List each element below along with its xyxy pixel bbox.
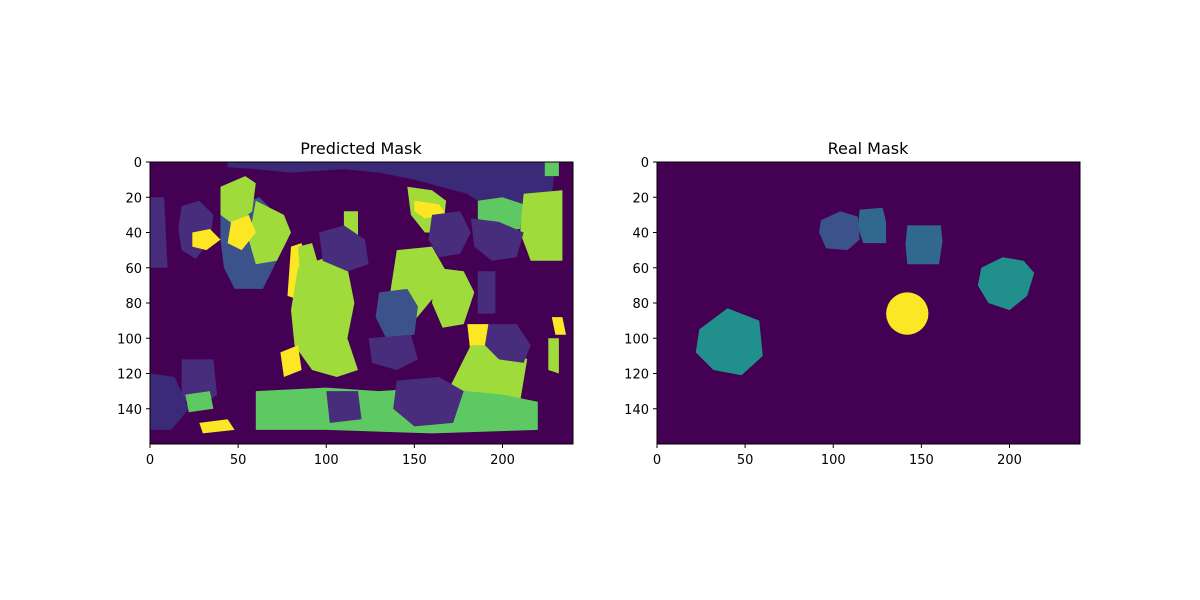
predicted-mask-xtick-label: 50: [230, 453, 247, 468]
predicted-mask-axes: 0 50 100 150 200 0 20 40 60 80 100 120 140: [117, 156, 515, 468]
predicted-mask-xtick-label: 100: [314, 453, 339, 468]
predicted-mask-region-lime: [548, 338, 559, 374]
real-mask-ytick-label: 40: [632, 227, 649, 242]
predicted-mask-region-dark-purple: [319, 225, 369, 272]
predicted-mask-image: [150, 162, 573, 444]
predicted-mask-region-green: [544, 162, 559, 177]
real-mask-region-teal: [977, 257, 1035, 311]
predicted-mask-region-dark-purple: [368, 334, 418, 370]
real-mask-region-blue-teal: [905, 225, 943, 265]
predicted-mask-ytick-label: 140: [117, 403, 142, 418]
real-mask-ytick-label: 20: [632, 191, 649, 206]
predicted-mask-ytick-label: 40: [125, 227, 142, 242]
predicted-mask-xtick-label: 200: [490, 453, 515, 468]
predicted-mask-title: Predicted Mask: [300, 139, 422, 158]
predicted-mask-region-dark-purple: [150, 373, 189, 430]
real-mask-region-teal: [695, 308, 763, 376]
predicted-mask-region-lime: [291, 257, 358, 377]
predicted-mask-region-dark-purple: [227, 162, 556, 212]
real-mask-axes: 0 50 100 150 200 0 20 40 60 80 100 120 140: [624, 156, 1022, 468]
predicted-mask-region-dark-purple: [393, 377, 464, 427]
predicted-mask-region-yellow: [227, 214, 256, 251]
predicted-mask-region-dark-purple: [470, 218, 524, 261]
real-mask-title: Real Mask: [828, 139, 910, 158]
predicted-mask-ytick-label: 80: [125, 297, 142, 312]
real-mask-region-dark-blue: [819, 211, 860, 251]
predicted-mask-ytick-label: 100: [117, 332, 142, 347]
predicted-mask-region-yellow: [414, 200, 447, 219]
predicted-mask-region-yellow: [551, 317, 566, 335]
predicted-mask-region-dark-purple: [477, 271, 496, 314]
real-mask-xtick-label: 200: [997, 453, 1022, 468]
real-mask-xtick-label: 0: [653, 453, 661, 468]
predicted-mask-ytick-label: 20: [125, 191, 142, 206]
predicted-mask-region-lime: [220, 176, 256, 226]
predicted-mask-region-dark-blue: [375, 288, 418, 339]
predicted-mask-region-yellow: [192, 229, 221, 251]
predicted-mask-region-dark-purple: [326, 391, 362, 423]
predicted-mask-region-lime: [520, 190, 563, 261]
predicted-mask-region-green: [185, 391, 214, 413]
real-mask-panel: Real Mask 0 50 100 150 200 0 20 40 60 80 100 120 140: [624, 139, 1081, 468]
real-mask-ytick-label: 120: [624, 368, 649, 383]
predicted-mask-ytick-label: 120: [117, 368, 142, 383]
predicted-mask-region-lime: [432, 267, 475, 328]
predicted-mask-region-dark-purple: [150, 197, 168, 268]
real-mask-xtick-label: 100: [821, 453, 846, 468]
real-mask-xtick-label: 50: [737, 453, 754, 468]
real-mask-region-blue-teal: [857, 207, 887, 244]
real-mask-ytick-label: 60: [632, 262, 649, 277]
predicted-mask-xtick-label: 0: [146, 453, 154, 468]
real-mask-xtick-label: 150: [909, 453, 934, 468]
real-mask-ytick-label: 140: [624, 403, 649, 418]
predicted-mask-region-dark-purple: [484, 324, 531, 363]
predicted-mask-ytick-label: 0: [134, 156, 142, 171]
predicted-mask-region-yellow: [199, 419, 235, 434]
predicted-mask-ytick-label: 60: [125, 262, 142, 277]
real-mask-region-yellow: [886, 292, 929, 335]
real-mask-ytick-label: 100: [624, 332, 649, 347]
predicted-mask-region-lime: [248, 200, 291, 265]
real-mask-image: [657, 162, 1080, 444]
predicted-mask-panel: Predicted Mask 0 50 100 150 200 0 20 40 60 80 100 1…: [117, 139, 574, 468]
real-mask-ytick-label: 80: [632, 297, 649, 312]
predicted-mask-xtick-label: 150: [402, 453, 427, 468]
predicted-mask-region-yellow: [280, 345, 302, 377]
real-mask-ytick-label: 0: [641, 156, 649, 171]
predicted-mask-region-dark-purple: [428, 211, 471, 258]
